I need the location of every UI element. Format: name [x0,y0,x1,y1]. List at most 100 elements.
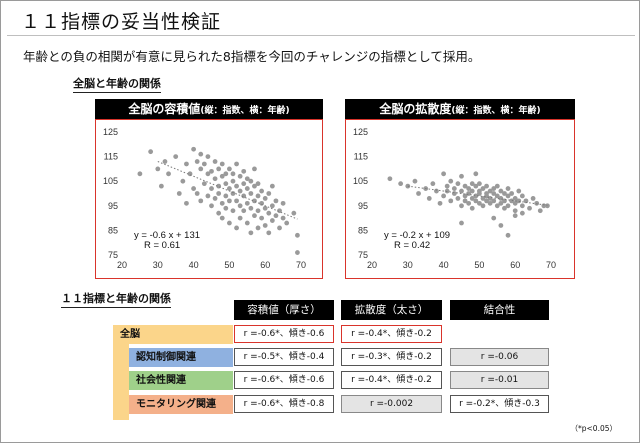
scatter-point [451,191,457,196]
scatter-point [512,200,518,206]
cell-social-volume: r =-0.6*、傾き-0.6 [234,371,334,389]
scatter-point [498,223,504,228]
scatter-point [255,193,261,199]
scatter-point [194,159,200,164]
scatter-point [241,208,247,214]
scatter-point [198,198,204,204]
scatter-point [519,210,525,216]
scatter-point [180,178,186,184]
scatter-point [148,149,154,155]
scatter-point [230,191,236,196]
scatter-point [477,181,482,187]
scatter-point [248,230,254,236]
scatter-point [198,166,204,172]
chart-volume-frame: 75 85 95 105 115 125 20 30 40 50 60 70 y = -0.6 x + … [95,119,323,279]
scatter-point [205,154,211,159]
chart-volume-title-sub: (縦：指数、横：年齢) [200,106,290,116]
scatter-point [480,203,486,209]
scatter-point [516,198,522,204]
scatter-point [487,188,493,194]
x-tick-label: 30 [153,260,163,270]
scatter-point [387,176,393,182]
x-tick-label: 30 [403,260,413,270]
chart-diffusion: 全脳の拡散度(縦：指数、横：年齢) 75 85 95 105 115 125 20 30 40 5… [345,99,575,279]
page-title: １１指標の妥当性検証 [21,11,222,33]
scatter-point [473,171,479,177]
scatter-point [473,193,479,199]
scatter-point [448,198,454,204]
chart-diffusion-title: 全脳の拡散度(縦：指数、横：年齢) [345,99,575,119]
scatter-point [426,196,432,201]
scatter-point [201,161,207,167]
scatter-point [137,171,143,177]
scatter-point [416,191,421,196]
scatter-point [277,225,282,231]
section-label-whole-brain: 全脳と年齢の関係 [73,75,161,93]
scatter-point [494,193,500,199]
row-label-monitoring: モニタリング関連 [129,395,233,414]
y-tick-label: 75 [358,250,368,260]
section-label-eleven-indices: １１指標と年齢の関係 [61,290,171,308]
x-tick-label: 70 [296,260,306,270]
scatter-point [198,151,204,157]
scatter-point [259,215,265,221]
scatter-point [527,205,532,211]
trendline [407,185,548,206]
scatter-point [158,183,164,189]
scatter-point [230,208,236,214]
y-tick-label: 125 [353,127,368,137]
x-tick-label: 70 [546,260,556,270]
scatter-point [216,191,222,196]
row-group-indent [113,344,129,420]
scatter-point [502,191,507,196]
scatter-point [459,188,464,194]
scatter-point [430,181,436,187]
scatter-point [441,193,446,199]
scatter-point [545,203,550,209]
scatter-point [437,200,443,206]
row-label-whole-brain: 全脳 [113,325,233,344]
scatter-point [459,220,464,226]
scatter-point [241,168,247,174]
cell-cognitive-control-diffusion: r =-0.3*、傾き-0.2 [341,348,442,366]
chart-diffusion-title-sub: (縦：指数、横：年齢) [451,106,541,116]
scatter-point [201,181,207,187]
x-tick-label: 40 [189,260,199,270]
scatter-point [505,186,511,191]
trend-r-value: R = 0.61 [144,240,180,251]
y-tick-label: 115 [354,152,368,162]
scatter-point [234,161,239,167]
x-tick-label: 40 [439,260,449,270]
scatter-point [191,146,196,152]
scatter-point [448,178,454,184]
scatter-point [252,183,257,189]
scatter-point [491,186,497,191]
scatter-point [487,200,493,206]
scatter-point [509,198,515,204]
scatter-point [505,232,511,238]
scatter-point [398,181,404,187]
scatter-point [451,186,457,191]
scatter-point [509,191,515,196]
scatter-point [459,173,464,179]
scatter-point [273,198,279,204]
scatter-point [434,188,439,194]
scatter-point [237,215,243,221]
scatter-point [455,196,461,201]
y-tick-label: 85 [358,225,368,235]
table-header-diffusion: 拡散度（太さ） [341,300,442,320]
trend-equation: y = -0.2 x + 109 [384,230,450,241]
scatter-point [295,232,300,238]
scatter-point [209,186,214,191]
x-tick-label: 60 [260,260,270,270]
chart-diffusion-frame: 75 85 95 105 115 125 20 30 40 50 60 70 y = -0.2 x + … [345,119,575,279]
scatter-point [230,178,236,184]
y-tick-label: 75 [108,250,118,260]
scatter-point [162,159,168,164]
scatter-point [223,181,229,187]
scatter-point [455,181,461,187]
scatter-point [191,186,196,191]
scatter-point [512,208,518,214]
scatter-point [498,200,504,206]
